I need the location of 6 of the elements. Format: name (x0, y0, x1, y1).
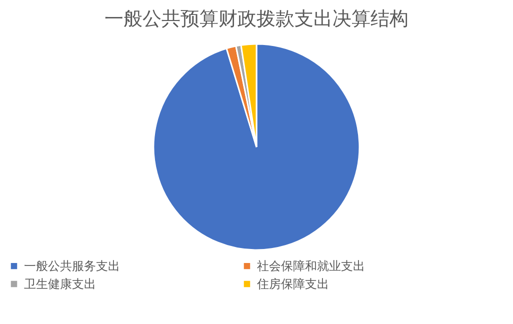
chart-title: 一般公共预算财政拨款支出决算结构 (104, 8, 408, 30)
legend-label: 住房保障支出 (256, 277, 329, 291)
pie-slice (152, 43, 360, 251)
legend-label: 一般公共服务支出 (24, 259, 120, 274)
legend-label: 社会保障和就业支出 (257, 259, 365, 274)
legend-label: 卫生健康支出 (24, 277, 96, 291)
